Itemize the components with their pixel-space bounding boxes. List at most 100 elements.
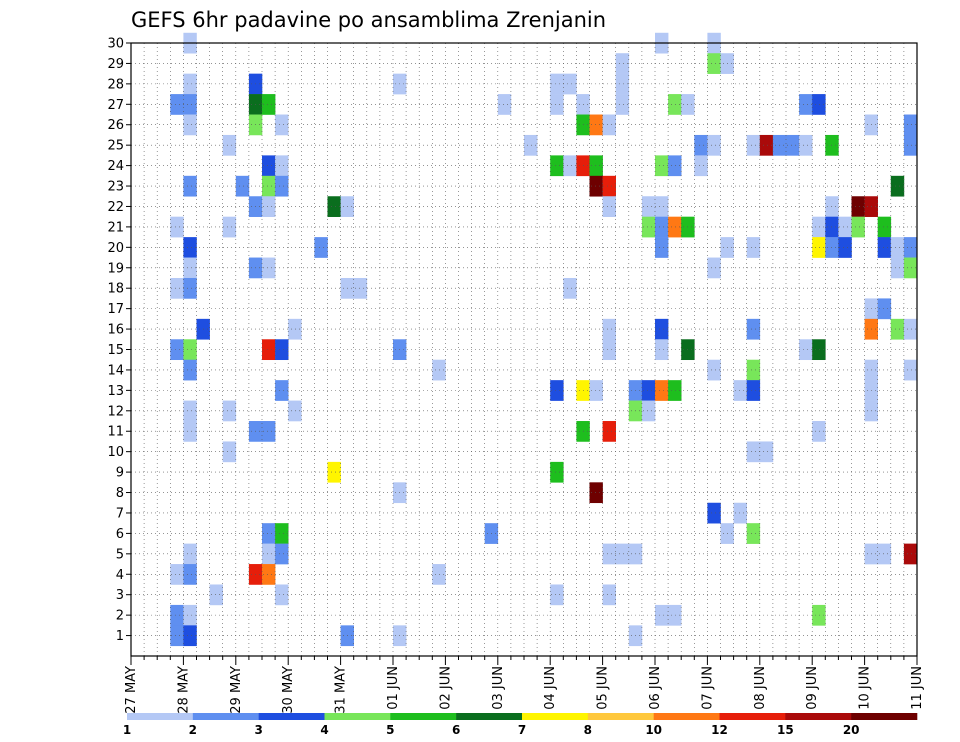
x-tick-label: 06 JUN xyxy=(648,666,663,710)
heatmap-cell xyxy=(183,421,197,442)
heatmap-cell xyxy=(812,339,826,361)
x-tick-label: 27 MAY xyxy=(124,666,139,714)
y-tick-label: 9 xyxy=(116,466,124,481)
heatmap-cell xyxy=(602,114,616,136)
x-tick-label: 03 JUN xyxy=(491,666,506,710)
y-tick-label: 3 xyxy=(116,588,124,603)
heatmap-cell xyxy=(655,216,669,238)
heatmap-cell xyxy=(183,604,197,626)
heatmap-cell xyxy=(812,604,826,626)
heatmap-cell xyxy=(903,257,918,279)
heatmap-cell xyxy=(589,175,603,197)
y-tick-label: 12 xyxy=(107,404,124,419)
heatmap-cell xyxy=(183,359,197,381)
x-tick-label: 09 JUN xyxy=(805,666,820,710)
heatmap-cell xyxy=(183,400,197,422)
colorbar-swatch xyxy=(851,713,918,720)
colorbar-label: 2 xyxy=(189,723,197,737)
y-tick-label: 30 xyxy=(107,37,124,52)
heatmap-cell xyxy=(877,216,892,238)
heatmap-cell xyxy=(655,604,669,626)
heatmap-cell xyxy=(641,400,656,422)
heatmap-cell xyxy=(746,318,761,340)
y-tick-label: 11 xyxy=(107,425,124,440)
y-tick-label: 28 xyxy=(107,77,124,92)
heatmap-cell xyxy=(602,584,616,606)
heatmap-cell xyxy=(314,237,328,258)
heatmap-cell xyxy=(903,114,918,136)
heatmap-cell xyxy=(759,441,774,463)
heatmap-cell xyxy=(602,421,616,442)
heatmap-cell xyxy=(602,543,616,565)
heatmap-cell xyxy=(183,175,197,197)
colorbar-label: 1 xyxy=(123,723,131,737)
heatmap-cell xyxy=(262,339,276,361)
heatmap-cell xyxy=(209,584,223,606)
heatmap-cell xyxy=(183,564,197,585)
heatmap-cell xyxy=(222,134,237,156)
y-tick-label: 17 xyxy=(107,302,124,317)
heatmap-cell xyxy=(183,114,197,136)
y-tick-label: 24 xyxy=(107,159,124,174)
chart-title: GEFS 6hr padavine po ansamblima Zrenjani… xyxy=(131,8,606,32)
heatmap-cell xyxy=(170,564,184,585)
colorbar-swatch xyxy=(587,713,654,720)
heatmap-cell xyxy=(733,380,747,401)
heatmap-cell xyxy=(707,502,721,524)
heatmap-cell xyxy=(589,380,603,401)
heatmap-cell xyxy=(183,543,197,565)
colorbar-label: 15 xyxy=(777,723,794,737)
heatmap-cell xyxy=(550,584,564,606)
heatmap-cell xyxy=(851,216,865,238)
heatmap-cell xyxy=(550,380,564,401)
heatmap-cell xyxy=(327,196,341,217)
heatmap-cell xyxy=(602,196,616,217)
heatmap-cell xyxy=(275,339,289,361)
heatmap-cell xyxy=(838,216,852,238)
heatmap-cell xyxy=(746,359,761,381)
heatmap-cell xyxy=(524,134,538,156)
heatmap-cell xyxy=(668,155,682,177)
heatmap-cell xyxy=(183,625,197,647)
y-tick-label: 21 xyxy=(107,220,124,235)
heatmap-cell xyxy=(746,237,761,258)
heatmap-cell xyxy=(890,318,905,340)
colorbar-label: 3 xyxy=(254,723,262,737)
y-tick-label: 29 xyxy=(107,57,124,72)
y-tick-label: 10 xyxy=(107,445,124,460)
y-tick-label: 20 xyxy=(107,241,124,256)
heatmap-cell xyxy=(275,584,289,606)
heatmap-cell xyxy=(890,257,905,279)
heatmap-cell xyxy=(812,94,826,115)
y-tick-label: 16 xyxy=(107,323,124,338)
heatmap-cell xyxy=(275,543,289,565)
heatmap-cell xyxy=(707,53,721,74)
colorbar-swatch xyxy=(719,713,786,720)
heatmap-cell xyxy=(746,380,761,401)
y-tick-label: 7 xyxy=(116,506,124,521)
heatmap-cell xyxy=(589,155,603,177)
heatmap-cell xyxy=(353,277,368,299)
heatmap-cell xyxy=(641,380,656,401)
colorbar-label: 20 xyxy=(843,723,860,737)
heatmap-cell xyxy=(288,400,302,422)
heatmap-cell xyxy=(694,155,708,177)
heatmap-cell xyxy=(262,175,276,197)
heatmap-cell xyxy=(222,441,237,463)
heatmap-cell xyxy=(786,134,800,156)
heatmap-cell xyxy=(170,339,184,361)
heatmap-cell xyxy=(327,461,341,483)
colorbar-label: 6 xyxy=(452,723,460,737)
heatmap-cell xyxy=(550,73,564,95)
heatmap-cell xyxy=(615,73,630,95)
y-tick-label: 26 xyxy=(107,118,124,133)
heatmap-cell xyxy=(183,257,197,279)
heatmap-cell xyxy=(890,175,905,197)
heatmap-cell xyxy=(903,543,918,565)
heatmap-cell xyxy=(655,318,669,340)
heatmap-cell xyxy=(288,318,302,340)
x-axis: 27 MAY 28 MAY 29 MAY 30 MAY 31 MAY 01 JUN 02 J… xyxy=(124,656,925,714)
colorbar-swatch xyxy=(127,713,194,720)
heatmap-cell xyxy=(275,380,289,401)
heatmap-cell xyxy=(550,94,564,115)
